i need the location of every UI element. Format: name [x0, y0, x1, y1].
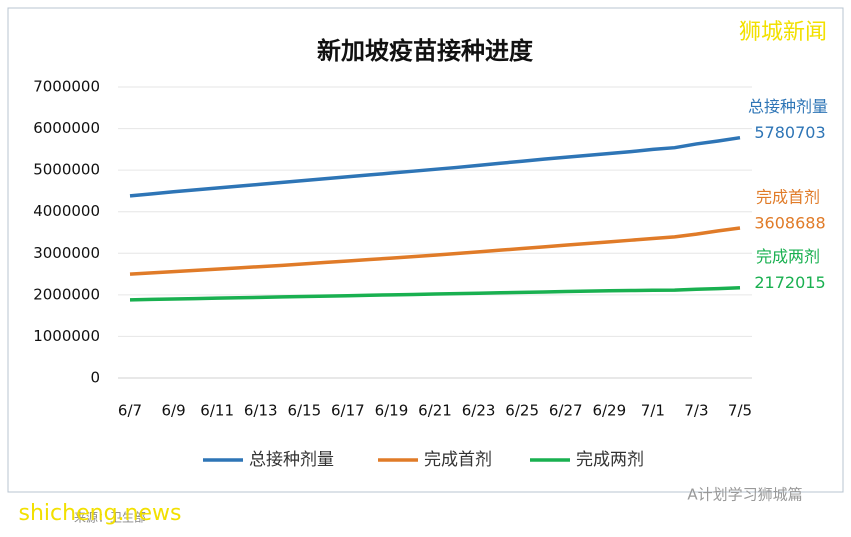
y-tick-label: 7000000 — [33, 78, 100, 96]
x-tick-label: 6/7 — [118, 402, 142, 420]
x-tick-label: 6/21 — [418, 402, 452, 420]
brand-watermark: 狮城新闻 — [739, 20, 827, 45]
legend-label: 总接种剂量 — [249, 450, 334, 470]
data-label: 5780703 — [754, 123, 825, 142]
data-label: 2172015 — [754, 273, 825, 292]
site-watermark: shicheng.news — [19, 501, 182, 526]
data-label: 3608688 — [754, 213, 825, 232]
y-tick-label: 3000000 — [33, 244, 100, 262]
x-tick-label: 6/25 — [505, 402, 539, 420]
series-end-name: 总接种剂量 — [748, 97, 828, 116]
x-tick-label: 6/11 — [200, 402, 234, 420]
x-tick-label: 6/17 — [331, 402, 365, 420]
legend-label: 完成首剂 — [424, 450, 492, 470]
x-tick-label: 6/15 — [287, 402, 321, 420]
y-tick-label: 2000000 — [33, 285, 100, 303]
y-tick-label: 0 — [90, 369, 100, 387]
series-line — [129, 135, 741, 198]
x-tick-label: 7/3 — [684, 402, 708, 420]
source-note: 来源：卫生部 — [74, 510, 146, 525]
series-line — [129, 285, 741, 302]
y-tick-label: 6000000 — [33, 119, 100, 137]
series-line — [129, 226, 741, 276]
x-tick-label: 6/29 — [592, 402, 626, 420]
y-tick-label: 5000000 — [33, 161, 100, 179]
x-tick-label: 7/5 — [728, 402, 752, 420]
chart-frame — [7, 7, 844, 493]
legend-label: 完成两剂 — [576, 450, 644, 470]
x-tick-label: 7/1 — [641, 402, 665, 420]
x-tick-label: 6/9 — [162, 402, 186, 420]
wechat-note: A计划学习狮城篇 — [687, 486, 802, 504]
y-tick-label: 4000000 — [33, 202, 100, 220]
x-tick-label: 6/27 — [549, 402, 583, 420]
series-end-name: 完成首剂 — [756, 187, 820, 206]
x-tick-label: 6/13 — [244, 402, 278, 420]
x-tick-label: 6/19 — [375, 402, 409, 420]
chart-title: 新加坡疫苗接种进度 — [317, 37, 534, 65]
x-tick-label: 6/23 — [462, 402, 496, 420]
series-end-name: 完成两剂 — [756, 247, 820, 266]
y-tick-label: 1000000 — [33, 327, 100, 345]
